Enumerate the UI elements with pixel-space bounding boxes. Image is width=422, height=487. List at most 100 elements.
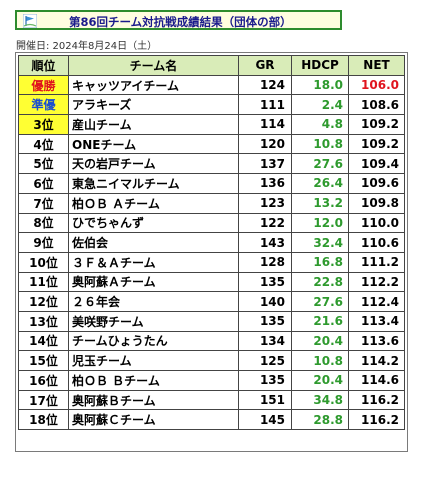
table-row: 6位 東急ニイマルチーム 136 26.4 109.6 <box>18 173 405 194</box>
gr-cell: 114 <box>238 114 292 135</box>
gr-cell: 137 <box>238 153 292 175</box>
gr-cell: 140 <box>238 291 292 312</box>
hdcp-cell: 20.4 <box>291 330 349 352</box>
hdcp-cell: 12.0 <box>291 212 349 234</box>
rank-cell: 9位 <box>18 232 69 253</box>
hdcp-cell: 16.8 <box>291 251 349 273</box>
hdcp-cell: 34.8 <box>291 389 349 411</box>
gr-cell: 135 <box>238 310 292 332</box>
gr-cell: 151 <box>238 389 292 411</box>
results-table: 順位 チーム名 GR HDCP NET 優勝 キャッツアイチーム 124 18.0 10… <box>18 55 405 431</box>
hdcp-cell: 27.6 <box>291 153 349 175</box>
table-row: 16位 柏ＯＢ Ｂチーム 135 20.4 114.6 <box>18 370 405 391</box>
team-name-cell: ２６年会 <box>68 291 239 312</box>
rank-cell: 4位 <box>18 133 69 155</box>
team-name-cell: ひでちゃんず <box>68 212 239 234</box>
hdcp-cell: 10.8 <box>291 133 349 155</box>
team-name-cell: ONEチーム <box>68 133 239 155</box>
team-name-cell: 東急ニイマルチーム <box>68 173 239 194</box>
net-cell: 113.6 <box>348 330 405 352</box>
gr-cell: 135 <box>238 271 292 293</box>
hdcp-cell: 10.8 <box>291 350 349 371</box>
table-row: 優勝 キャッツアイチーム 124 18.0 106.0 <box>18 74 405 96</box>
net-cell: 109.4 <box>348 153 405 175</box>
table-row: 8位 ひでちゃんず 122 12.0 110.0 <box>18 212 405 234</box>
hdcp-cell: 26.4 <box>291 173 349 194</box>
table-row: 4位 ONEチーム 120 10.8 109.2 <box>18 133 405 155</box>
hdcp-cell: 21.6 <box>291 310 349 332</box>
hdcp-cell: 27.6 <box>291 291 349 312</box>
gr-cell: 128 <box>238 251 292 273</box>
team-name-cell: ３Ｆ＆Ａチーム <box>68 251 239 273</box>
hdcp-cell: 20.4 <box>291 370 349 391</box>
header-hdcp: HDCP <box>291 55 349 76</box>
header-team: チーム名 <box>68 55 239 76</box>
rank-cell: 10位 <box>18 251 69 273</box>
table-row: 18位 奥阿蘇Ｃチーム 145 28.8 116.2 <box>18 409 405 431</box>
net-cell: 109.6 <box>348 173 405 194</box>
net-cell: 114.6 <box>348 370 405 391</box>
gr-cell: 135 <box>238 370 292 391</box>
rank-cell: 12位 <box>18 291 69 312</box>
gr-cell: 134 <box>238 330 292 352</box>
team-name-cell: 天の岩戸チーム <box>68 153 239 175</box>
net-cell: 116.2 <box>348 389 405 411</box>
team-name-cell: アラキーズ <box>68 94 239 116</box>
table-row: 3位 産山チーム 114 4.8 109.2 <box>18 114 405 135</box>
gr-cell: 124 <box>238 74 292 96</box>
net-cell: 113.4 <box>348 310 405 332</box>
team-name-cell: 奥阿蘇Ａチーム <box>68 271 239 293</box>
hdcp-cell: 22.8 <box>291 271 349 293</box>
hdcp-cell: 28.8 <box>291 409 349 431</box>
rank-cell: 5位 <box>18 153 69 175</box>
rank-cell: 18位 <box>18 409 69 431</box>
rank-cell: 15位 <box>18 350 69 371</box>
net-cell: 114.2 <box>348 350 405 371</box>
rank-cell: 3位 <box>18 114 69 135</box>
team-name-cell: 奥阿蘇Ｃチーム <box>68 409 239 431</box>
team-name-cell: 柏ＯＢ Ｂチーム <box>68 370 239 391</box>
gr-cell: 120 <box>238 133 292 155</box>
title-banner: 第86回チーム対抗戦成績結果（団体の部） <box>15 10 342 30</box>
net-cell: 112.4 <box>348 291 405 312</box>
table-row: 10位 ３Ｆ＆Ａチーム 128 16.8 111.2 <box>18 251 405 273</box>
table-row: 13位 美咲野チーム 135 21.6 113.4 <box>18 310 405 332</box>
rank-cell: 17位 <box>18 389 69 411</box>
rank-cell: 13位 <box>18 310 69 332</box>
flag-icon <box>23 14 37 28</box>
rank-cell: 準優 <box>18 94 69 116</box>
team-name-cell: キャッツアイチーム <box>68 74 239 96</box>
team-name-cell: 児玉チーム <box>68 350 239 371</box>
rank-cell: 7位 <box>18 192 69 214</box>
net-cell: 112.2 <box>348 271 405 293</box>
gr-cell: 111 <box>238 94 292 116</box>
table-row: 準優 アラキーズ 111 2.4 108.6 <box>18 94 405 116</box>
hdcp-cell: 32.4 <box>291 232 349 253</box>
table-row: 7位 柏ＯＢ Ａチーム 123 13.2 109.8 <box>18 192 405 214</box>
table-row: 11位 奥阿蘇Ａチーム 135 22.8 112.2 <box>18 271 405 293</box>
header-net: NET <box>348 55 405 76</box>
net-cell: 110.0 <box>348 212 405 234</box>
team-name-cell: 美咲野チーム <box>68 310 239 332</box>
gr-cell: 122 <box>238 212 292 234</box>
rank-cell: 6位 <box>18 173 69 194</box>
table-row: 5位 天の岩戸チーム 137 27.6 109.4 <box>18 153 405 175</box>
net-cell: 110.6 <box>348 232 405 253</box>
net-cell: 108.6 <box>348 94 405 116</box>
hdcp-cell: 18.0 <box>291 74 349 96</box>
net-cell: 109.2 <box>348 133 405 155</box>
net-cell: 109.2 <box>348 114 405 135</box>
gr-cell: 123 <box>238 192 292 214</box>
hdcp-cell: 2.4 <box>291 94 349 116</box>
page-title: 第86回チーム対抗戦成績結果（団体の部） <box>69 15 292 29</box>
event-date: 開催日: 2024年8月24日（土） <box>16 41 158 52</box>
team-name-cell: チームひょうたん <box>68 330 239 352</box>
table-row: 9位 佐伯会 143 32.4 110.6 <box>18 232 405 253</box>
team-name-cell: 産山チーム <box>68 114 239 135</box>
table-row: 15位 児玉チーム 125 10.8 114.2 <box>18 350 405 371</box>
gr-cell: 143 <box>238 232 292 253</box>
table-row: 14位 チームひょうたん 134 20.4 113.6 <box>18 330 405 352</box>
table-row: 17位 奥阿蘇Ｂチーム 151 34.8 116.2 <box>18 389 405 411</box>
net-cell: 109.8 <box>348 192 405 214</box>
header-row: 順位 チーム名 GR HDCP NET <box>18 55 405 76</box>
